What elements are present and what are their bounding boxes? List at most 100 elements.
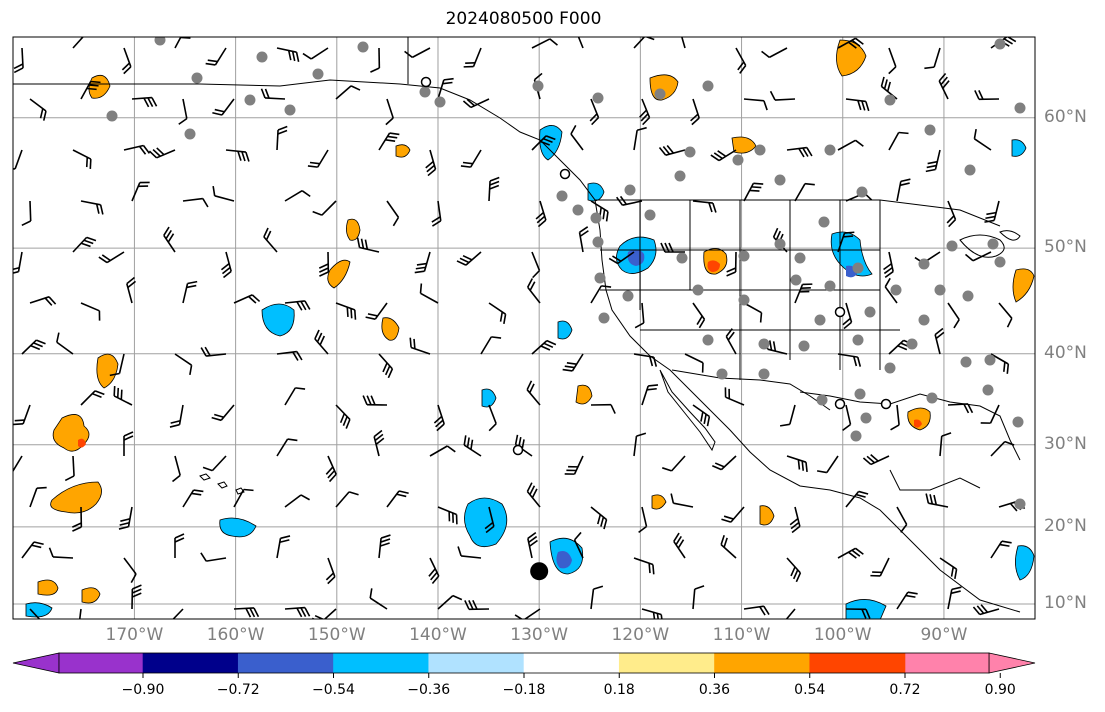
station-marker [154,37,166,46]
colorbar-tick-label: −0.90 [121,682,165,698]
wind-barb-shaft [420,292,439,304]
wind-barb [990,353,1010,374]
wind-barb [673,532,686,559]
wind-barb [484,506,495,534]
wind-barb [72,149,92,169]
wind-barb-feather [603,519,608,530]
wind-barb-feather [717,150,727,158]
wind-barb-feather [468,600,474,610]
wind-barb-feather [165,229,172,240]
colorbar-segment [523,653,620,673]
wind-barb [670,493,694,508]
wind-barb [964,251,992,262]
wind-barb-feather [109,372,120,377]
wind-barb [233,607,260,618]
negative-anomaly-patch [1011,139,1027,157]
wind-barb-feather [147,97,154,107]
wind-barb [48,547,74,559]
wind-barb-feather [900,524,908,533]
longitude-label: 130°W [510,625,569,645]
wind-barb-feather [253,607,260,618]
wind-barb-feather [950,590,961,595]
wind-barb [514,608,541,619]
wind-barb-feather [1003,361,1006,372]
wind-barb [589,98,600,126]
wind-barb-feather [13,67,24,74]
wind-barb-feather [373,429,383,438]
wind-barb-feather [529,281,536,291]
wind-barb [80,80,101,100]
wind-barb-shaft [437,595,454,610]
wind-barb [984,200,1000,223]
wind-barb-feather [725,328,733,337]
colorbar-tick-label: −0.54 [312,682,355,698]
wind-barb [726,251,737,277]
wind-barb-feather [720,535,725,545]
wind-barb-shaft [206,557,227,562]
wind-barb-feather [905,594,916,598]
colorbar-tick-label: −0.72 [216,682,260,698]
wind-barb-feather [855,37,864,45]
station-marker [284,104,296,116]
wind-barb-feather [280,535,291,540]
wind-barb [356,237,380,253]
wind-barb-shaft [743,98,764,102]
wind-barb-feather [314,329,320,340]
wind-barb-feather [459,257,470,264]
station-marker [926,392,938,404]
wind-barb-feather [858,490,869,495]
wind-barb-feather [806,147,813,157]
wind-barb [335,85,361,100]
latitude-label: 10°N [1044,592,1087,613]
wind-barb [786,455,808,473]
station-marker-open [834,306,846,318]
wind-barb [526,278,541,304]
positive-anomaly-patch [651,494,667,510]
longitude-label: 100°W [813,625,872,645]
wind-barb-feather [123,435,134,441]
wind-barb-shaft [641,302,645,323]
wind-barb-feather [456,260,467,266]
wind-barb-feather [301,190,311,198]
wind-barb-feather [346,307,349,317]
wind-barb [72,236,97,253]
wind-barb [837,37,864,49]
wind-barb-feather [526,482,533,492]
wind-barb-feather [370,395,376,406]
station-marker [674,170,686,182]
wind-barb-feather [964,253,974,262]
wind-barb-shaft [633,130,638,151]
wind-barb-feather [398,490,409,495]
wind-barb-shaft [826,455,839,474]
wind-barb-feather [727,331,735,341]
wind-barb [934,327,945,355]
positive-anomaly-patch [731,136,757,154]
wind-barb-feather [899,182,910,187]
station-marker [244,94,256,106]
wind-barb-feather [546,339,557,346]
wind-barb [862,454,890,466]
wind-barb-feather [751,186,762,189]
wind-barb-feather [883,267,893,275]
wind-barb-feather [237,151,242,161]
wind-barb [335,302,357,320]
wind-barb-feather [37,624,46,633]
station-marker [962,290,974,302]
wind-barb-feather [484,521,494,530]
wind-barb-feather [801,460,805,471]
wind-barb-feather [694,585,705,590]
wind-barb-feather [759,606,766,616]
latitude-label: 40°N [1044,342,1087,363]
negative-anomaly-patch [845,599,887,619]
positive-anomaly-patch [907,407,931,431]
station-marker [794,252,806,264]
wind-barb-feather [360,238,365,249]
wind-barb [131,181,150,202]
station-marker [1014,498,1026,510]
wind-barb-shaft [386,98,394,119]
wind-barb [562,353,584,372]
wind-barb [924,47,941,70]
wind-barb [639,98,651,126]
wind-barb-feather [884,270,894,278]
wind-barb [312,200,337,216]
